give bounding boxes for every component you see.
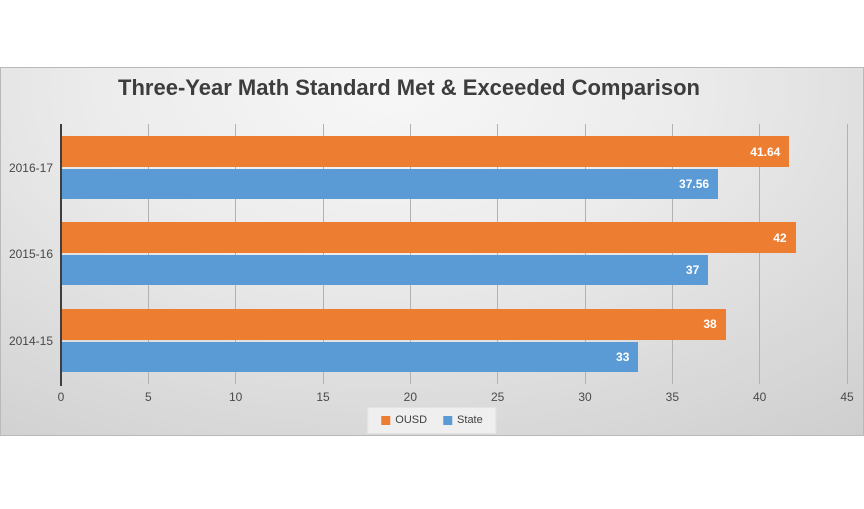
bar-group: 42 37 — [61, 210, 847, 296]
bar-ousd: 41.64 — [62, 136, 790, 167]
x-gridline — [235, 124, 237, 384]
bar-state: 37 — [62, 255, 709, 286]
x-tick-label: 10 — [228, 390, 243, 404]
x-tick-label: 25 — [490, 390, 505, 404]
category-label: 2016-17 — [8, 161, 53, 175]
bar-state: 37.56 — [62, 169, 719, 199]
bar-group: 41.64 37.56 — [61, 124, 847, 210]
x-gridline — [759, 124, 761, 384]
bar-ousd: 38 — [62, 308, 726, 340]
legend-label: State — [457, 414, 483, 426]
x-tick-label: 40 — [752, 390, 767, 404]
x-gridline — [147, 124, 149, 384]
x-gridline — [846, 124, 848, 384]
legend-swatch-icon — [443, 415, 453, 425]
bar-value-label: 42 — [773, 230, 787, 245]
category-label: 2015-16 — [8, 247, 53, 262]
chart-card: Three-Year Math Standard Met & Exceeded … — [0, 67, 864, 436]
legend-label: OUSD — [395, 414, 428, 426]
category-label: 2014-15 — [8, 333, 53, 348]
x-tick-label: 30 — [578, 390, 592, 404]
bar-value-label: 33 — [616, 349, 630, 364]
legend-item-ousd: OUSD — [381, 414, 427, 426]
legend-item-state: State — [443, 414, 483, 426]
bar-group: 38 33 — [61, 297, 847, 383]
x-tick-label: 15 — [316, 390, 330, 404]
chart-title: Three-Year Math Standard Met & Exceeded … — [118, 75, 700, 100]
bar-ousd: 42 — [62, 222, 796, 254]
y-axis-line — [60, 124, 62, 386]
bar-value-label: 37 — [685, 263, 700, 278]
x-gridline — [671, 124, 673, 384]
plot-area: 0 5 10 15 20 25 30 35 40 45 41.64 37.56 2016-17 42 37 2… — [9, 124, 854, 404]
x-gridline — [497, 124, 499, 384]
x-gridline — [322, 124, 324, 384]
bar-value-label: 41.64 — [750, 144, 781, 159]
chart-legend: OUSD State — [367, 407, 497, 434]
x-gridline — [584, 124, 586, 384]
x-tick-label: 35 — [665, 390, 680, 404]
x-tick-label: 20 — [403, 390, 418, 404]
bar-state: 33 — [62, 341, 639, 372]
x-tick-label: 0 — [57, 390, 65, 404]
x-tick-label: 45 — [840, 390, 854, 404]
legend-swatch-icon — [381, 415, 391, 425]
x-gridline — [409, 124, 411, 384]
bar-value-label: 37.56 — [679, 177, 710, 191]
x-tick-label: 5 — [144, 390, 152, 404]
bar-value-label: 38 — [703, 317, 717, 332]
